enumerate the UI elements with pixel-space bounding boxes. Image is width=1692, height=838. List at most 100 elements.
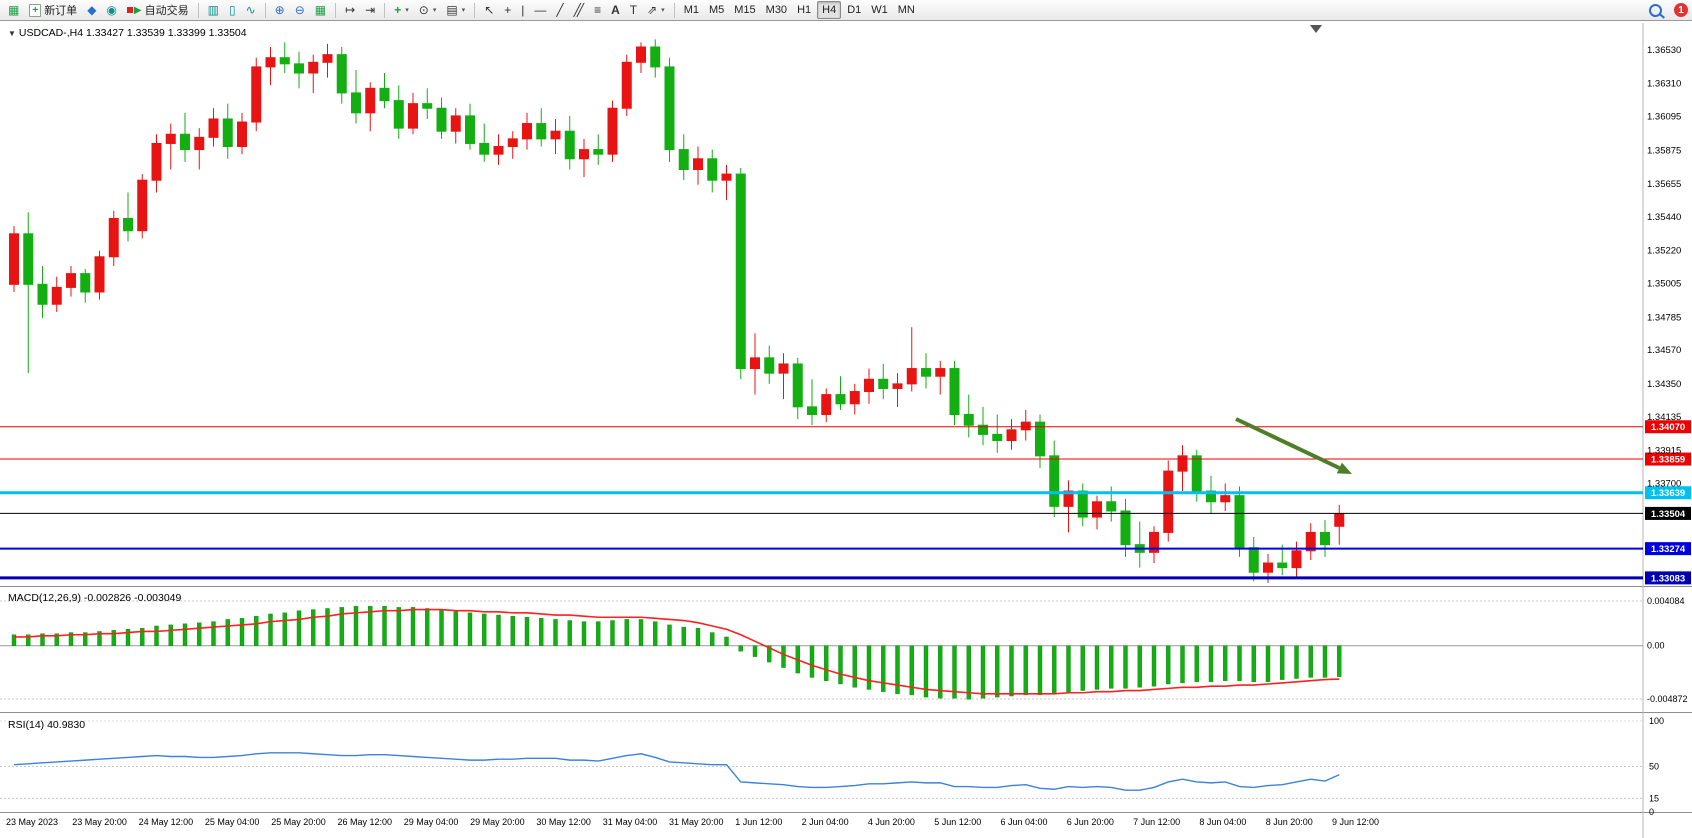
svg-text:24 May 12:00: 24 May 12:00 <box>139 817 194 827</box>
fibonacci-button[interactable]: ≡ <box>590 0 605 20</box>
timeframe-m30[interactable]: M30 <box>765 4 788 16</box>
notification-badge[interactable]: 1 <box>1674 3 1688 17</box>
channel-icon: ╱╱ <box>573 3 585 17</box>
community-button[interactable]: ◉ <box>102 0 120 20</box>
toolbar-separator <box>474 2 476 18</box>
toolbar-separator <box>384 2 386 18</box>
tile-windows-button[interactable]: ▦ <box>311 0 330 20</box>
periods-button[interactable]: ⊙ ▾ <box>415 0 441 20</box>
svg-text:1.33859: 1.33859 <box>1651 455 1685 466</box>
clock-icon: ⊙ <box>418 3 429 17</box>
svg-text:1.34570: 1.34570 <box>1647 345 1681 356</box>
svg-text:1.33083: 1.33083 <box>1651 573 1685 584</box>
chevron-down-icon: ▾ <box>661 7 665 14</box>
svg-text:1.34785: 1.34785 <box>1647 312 1681 323</box>
svg-text:0.00: 0.00 <box>1647 641 1665 651</box>
svg-text:1.36530: 1.36530 <box>1647 45 1681 56</box>
candles-mode-button[interactable]: ▯ <box>225 0 240 20</box>
svg-text:31 May 04:00: 31 May 04:00 <box>603 817 658 827</box>
timeframe-h1[interactable]: H1 <box>797 4 812 16</box>
time-axis[interactable]: 23 May 2023 23 May 20:00 24 May 12:00 25 Ma… <box>6 817 1379 827</box>
line-mode-button[interactable]: ∿ <box>242 0 260 20</box>
svg-text:23 May 2023: 23 May 2023 <box>6 817 58 827</box>
svg-text:1.33700: 1.33700 <box>1647 478 1681 489</box>
chart-title: USDCAD-,H4 1.33427 1.33539 1.33399 1.335… <box>18 27 247 39</box>
trend-arrow[interactable] <box>1235 417 1341 470</box>
new-chart-icon: ▦ <box>8 3 20 17</box>
chart-menu-icon[interactable]: ▼ <box>8 29 16 38</box>
zoom-in-button[interactable]: ⊕ <box>271 0 289 20</box>
price-axis[interactable]: 1.36530 1.36310 1.36095 1.35875 1.35655 1.354… <box>1647 45 1688 817</box>
timeframe-m1[interactable]: M1 <box>683 4 699 16</box>
timeframe-d1[interactable]: D1 <box>847 4 862 16</box>
chart-shift-icon: ⇥ <box>365 3 376 17</box>
svg-text:29 May 20:00: 29 May 20:00 <box>470 817 525 827</box>
search-button[interactable] <box>1645 0 1672 20</box>
trend-arrow-head <box>1336 462 1352 474</box>
rsi-line <box>13 752 1340 791</box>
bars-mode-button[interactable]: ▥ <box>204 0 223 20</box>
timeframe-m15[interactable]: M15 <box>734 4 756 16</box>
chart-header: ▼ USDCAD-,H4 1.33427 1.33539 1.33399 1.33… <box>8 27 247 39</box>
cursor-button[interactable]: ↖ <box>480 0 498 20</box>
crosshair-button[interactable]: + <box>500 0 515 20</box>
new-order-icon: + <box>29 3 42 17</box>
svg-text:1 Jun 12:00: 1 Jun 12:00 <box>735 817 782 827</box>
svg-text:8 Jun 04:00: 8 Jun 04:00 <box>1199 817 1246 827</box>
svg-text:-0.004872: -0.004872 <box>1647 694 1688 704</box>
chevron-down-icon: ▾ <box>405 7 409 14</box>
chart-shift-button[interactable]: ⇥ <box>361 0 379 20</box>
macd-label: MACD(12,26,9) -0.002826 -0.003049 <box>8 592 182 604</box>
svg-text:1.34135: 1.34135 <box>1647 412 1681 423</box>
shapes-button[interactable]: ⇗ ▾ <box>643 0 669 20</box>
new-order-label: 新订单 <box>44 5 78 17</box>
timeframe-h4[interactable]: H4 <box>817 1 842 19</box>
text-tool-icon: A <box>611 3 620 17</box>
label-button[interactable]: T <box>626 0 641 20</box>
chart-shift-marker[interactable] <box>1310 25 1322 33</box>
svg-text:30 May 12:00: 30 May 12:00 <box>536 817 591 827</box>
macd-signal-line <box>14 608 1340 695</box>
svg-text:23 May 20:00: 23 May 20:00 <box>72 817 127 827</box>
cursor-icon: ↖ <box>484 3 495 17</box>
svg-text:29 May 04:00: 29 May 04:00 <box>404 817 459 827</box>
fibonacci-icon: ≡ <box>594 3 602 17</box>
new-order-button[interactable]: + 新订单 <box>25 0 81 20</box>
tile-windows-icon: ▦ <box>314 3 327 17</box>
timeframe-mn[interactable]: MN <box>897 4 915 16</box>
hline-button[interactable]: — <box>530 0 550 20</box>
new-chart-button[interactable]: ▦ <box>4 0 23 20</box>
metaeditor-icon: ◆ <box>87 3 97 17</box>
vertical-line-icon: | <box>521 3 525 17</box>
zoom-out-button[interactable]: ⊖ <box>291 0 309 20</box>
horizontal-lines[interactable]: 1.34070 1.33859 1.33639 1.33504 1.33274 1.330… <box>0 420 1691 585</box>
timeframe-m5[interactable]: M5 <box>708 4 725 16</box>
channel-button[interactable]: ╱╱ <box>570 0 588 20</box>
svg-text:26 May 12:00: 26 May 12:00 <box>338 817 393 827</box>
svg-text:1.35440: 1.35440 <box>1647 212 1681 223</box>
auto-scroll-button[interactable]: ↦ <box>341 0 359 20</box>
chevron-down-icon: ▾ <box>432 7 437 14</box>
svg-text:1.36095: 1.36095 <box>1647 112 1681 123</box>
text-button[interactable]: A <box>607 0 624 20</box>
main-toolbar: ▦ + 新订单 ◆ ◉ ▶ 自动交易 ▥ ▯ ∿ ⊕ ⊖ ▦ ↦ ⇥ + ▾ ⊙ ▾ ▤… <box>0 0 1692 21</box>
svg-text:1.34350: 1.34350 <box>1647 379 1681 390</box>
timeframe-w1[interactable]: W1 <box>871 4 888 16</box>
templates-button[interactable]: ▤ ▾ <box>442 0 469 20</box>
autotrading-button[interactable]: ▶ 自动交易 <box>123 0 193 20</box>
vline-button[interactable]: | <box>517 0 528 20</box>
label-tool-icon: T <box>629 3 638 17</box>
svg-text:5 Jun 12:00: 5 Jun 12:00 <box>934 817 981 827</box>
svg-text:25 May 20:00: 25 May 20:00 <box>271 817 326 827</box>
svg-text:1.33639: 1.33639 <box>1651 488 1685 499</box>
metaeditor-button[interactable]: ◆ <box>83 0 100 20</box>
svg-text:6 Jun 04:00: 6 Jun 04:00 <box>1001 817 1048 827</box>
arrows-shapes-icon: ⇗ <box>647 3 658 17</box>
indicators-button[interactable]: + ▾ <box>390 0 413 20</box>
svg-text:15: 15 <box>1649 793 1659 803</box>
toolbar-separator <box>264 2 266 18</box>
svg-text:8 Jun 20:00: 8 Jun 20:00 <box>1266 817 1313 827</box>
trendline-button[interactable]: ╱ <box>552 0 567 20</box>
line-mode-icon: ∿ <box>245 3 256 17</box>
